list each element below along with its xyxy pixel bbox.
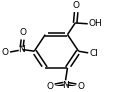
Text: N: N <box>62 81 69 90</box>
Text: Cl: Cl <box>89 49 98 58</box>
Text: H: H <box>94 19 101 28</box>
Text: O: O <box>2 48 9 56</box>
Text: O: O <box>73 1 80 10</box>
Text: O: O <box>78 82 84 91</box>
Text: O: O <box>47 82 54 91</box>
Text: O: O <box>19 28 26 37</box>
Text: O: O <box>89 19 96 28</box>
Text: N: N <box>18 45 25 54</box>
